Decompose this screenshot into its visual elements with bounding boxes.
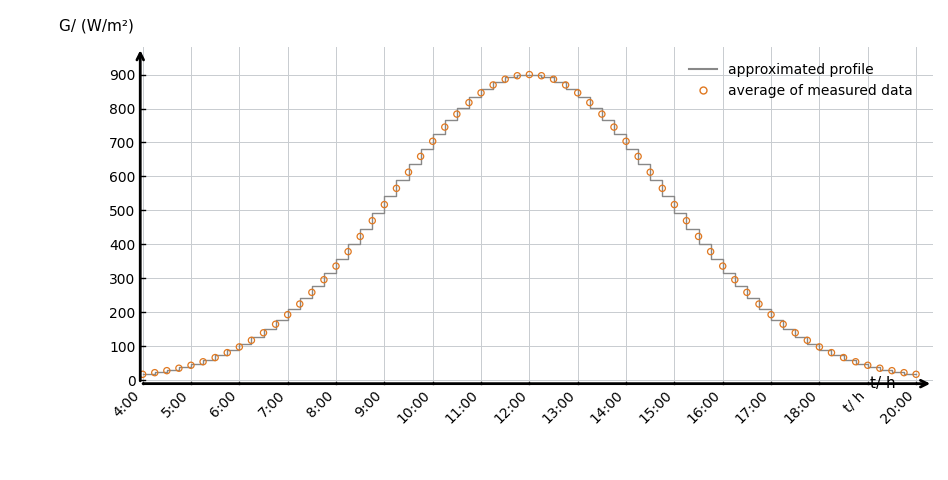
approximated profile	[294, 296, 305, 301]
average of measured data	[280, 311, 295, 319]
average of measured data	[811, 343, 827, 351]
average of measured data	[317, 276, 332, 284]
average of measured data	[172, 364, 187, 372]
average of measured data	[570, 89, 585, 96]
average of measured data	[401, 168, 416, 176]
average of measured data	[727, 276, 742, 284]
average of measured data	[534, 72, 549, 80]
average of measured data	[159, 367, 174, 374]
average of measured data	[607, 123, 622, 131]
average of measured data	[643, 168, 658, 176]
average of measured data	[147, 369, 162, 376]
approximated profile	[668, 193, 680, 199]
average of measured data	[618, 137, 633, 145]
approximated profile	[560, 86, 572, 92]
average of measured data	[546, 75, 561, 83]
average of measured data	[256, 329, 271, 336]
average of measured data	[666, 201, 682, 208]
average of measured data	[872, 364, 887, 372]
average of measured data	[304, 288, 319, 296]
average of measured data	[775, 320, 791, 328]
average of measured data	[752, 300, 767, 308]
average of measured data	[376, 201, 392, 208]
approximated profile	[693, 241, 704, 247]
average of measured data	[292, 300, 307, 308]
approximated profile	[512, 72, 523, 78]
average of measured data	[558, 81, 574, 89]
average of measured data	[582, 99, 597, 107]
average of measured data	[788, 329, 803, 336]
average of measured data	[594, 110, 610, 118]
average of measured data	[244, 336, 259, 344]
average of measured data	[510, 72, 525, 80]
average of measured data	[521, 71, 537, 78]
average of measured data	[703, 248, 719, 255]
average of measured data	[462, 99, 477, 107]
average of measured data	[449, 110, 465, 118]
average of measured data	[655, 184, 670, 192]
average of measured data	[425, 137, 440, 145]
approximated profile	[910, 371, 921, 376]
Line: approximated profile: approximated profile	[142, 75, 916, 373]
average of measured data	[195, 358, 210, 366]
average of measured data	[824, 349, 839, 357]
average of measured data	[268, 320, 283, 328]
average of measured data	[353, 233, 368, 240]
average of measured data	[763, 311, 778, 319]
average of measured data	[679, 217, 694, 225]
average of measured data	[800, 336, 815, 344]
average of measured data	[908, 371, 923, 378]
average of measured data	[340, 248, 356, 255]
Legend: approximated profile, average of measured data: approximated profile, average of measure…	[684, 58, 918, 104]
average of measured data	[208, 354, 223, 361]
approximated profile	[717, 270, 728, 276]
average of measured data	[739, 288, 755, 296]
average of measured data	[413, 153, 428, 160]
average of measured data	[135, 371, 150, 378]
average of measured data	[389, 184, 404, 192]
average of measured data	[836, 354, 851, 361]
average of measured data	[220, 349, 235, 357]
average of measured data	[498, 75, 513, 83]
approximated profile	[137, 371, 148, 376]
average of measured data	[630, 153, 646, 160]
average of measured data	[860, 361, 875, 369]
approximated profile	[681, 210, 692, 216]
average of measured data	[884, 367, 900, 374]
average of measured data	[328, 262, 343, 270]
average of measured data	[485, 81, 501, 89]
average of measured data	[897, 369, 912, 376]
average of measured data	[183, 361, 198, 369]
Text: t/ h: t/ h	[870, 376, 896, 391]
average of measured data	[691, 233, 706, 240]
average of measured data	[231, 343, 246, 351]
Y-axis label: G/ (W/m²): G/ (W/m²)	[59, 19, 134, 34]
average of measured data	[473, 89, 488, 96]
average of measured data	[437, 123, 452, 131]
average of measured data	[365, 217, 380, 225]
average of measured data	[715, 262, 730, 270]
average of measured data	[848, 358, 864, 366]
